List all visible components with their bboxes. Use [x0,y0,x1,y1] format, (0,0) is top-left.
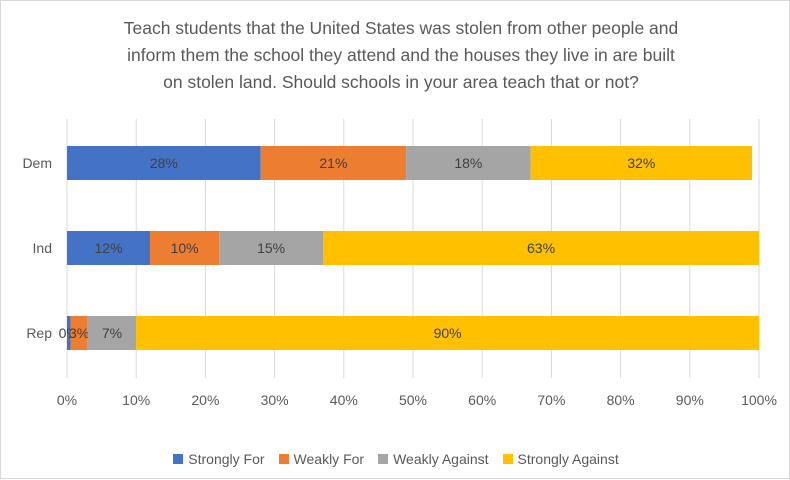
legend-item: Weakly For [279,451,365,467]
legend-swatch [173,454,183,464]
x-tick-label: 50% [399,392,427,408]
legend-label: Weakly For [294,451,365,467]
x-tick-label: 100% [741,392,777,408]
legend-item: Strongly Against [503,451,619,467]
x-tick-label: 0% [57,392,77,408]
x-tick-label: 40% [330,392,358,408]
legend-label: Strongly Against [518,451,619,467]
data-label: 10% [171,240,199,256]
legend-swatch [503,454,513,464]
data-label: 90% [434,325,462,341]
legend-item: Strongly For [173,451,264,467]
data-label: 63% [527,240,555,256]
legend-swatch [279,454,289,464]
legend-item: Weakly Against [378,451,488,467]
data-label: 28% [150,155,178,171]
data-label: 12% [95,240,123,256]
x-tick-label: 60% [468,392,496,408]
x-tick-label: 10% [122,392,150,408]
legend-swatch [378,454,388,464]
data-label: 7% [102,325,122,341]
data-label: 3% [69,325,89,341]
data-label: 21% [319,155,347,171]
category-label: Dem [22,155,52,171]
x-tick-label: 90% [676,392,704,408]
category-label: Ind [33,240,52,256]
data-label: 32% [627,155,655,171]
x-tick-label: 30% [261,392,289,408]
chart-legend: Strongly For Weakly For Weakly Against Stro… [1,451,790,467]
data-label: 15% [257,240,285,256]
legend-label: Weakly Against [393,451,488,467]
x-tick-label: 20% [191,392,219,408]
data-label: 18% [454,155,482,171]
x-tick-label: 80% [607,392,635,408]
x-tick-label: 70% [537,392,565,408]
legend-label: Strongly For [188,451,264,467]
category-label: Rep [26,325,52,341]
